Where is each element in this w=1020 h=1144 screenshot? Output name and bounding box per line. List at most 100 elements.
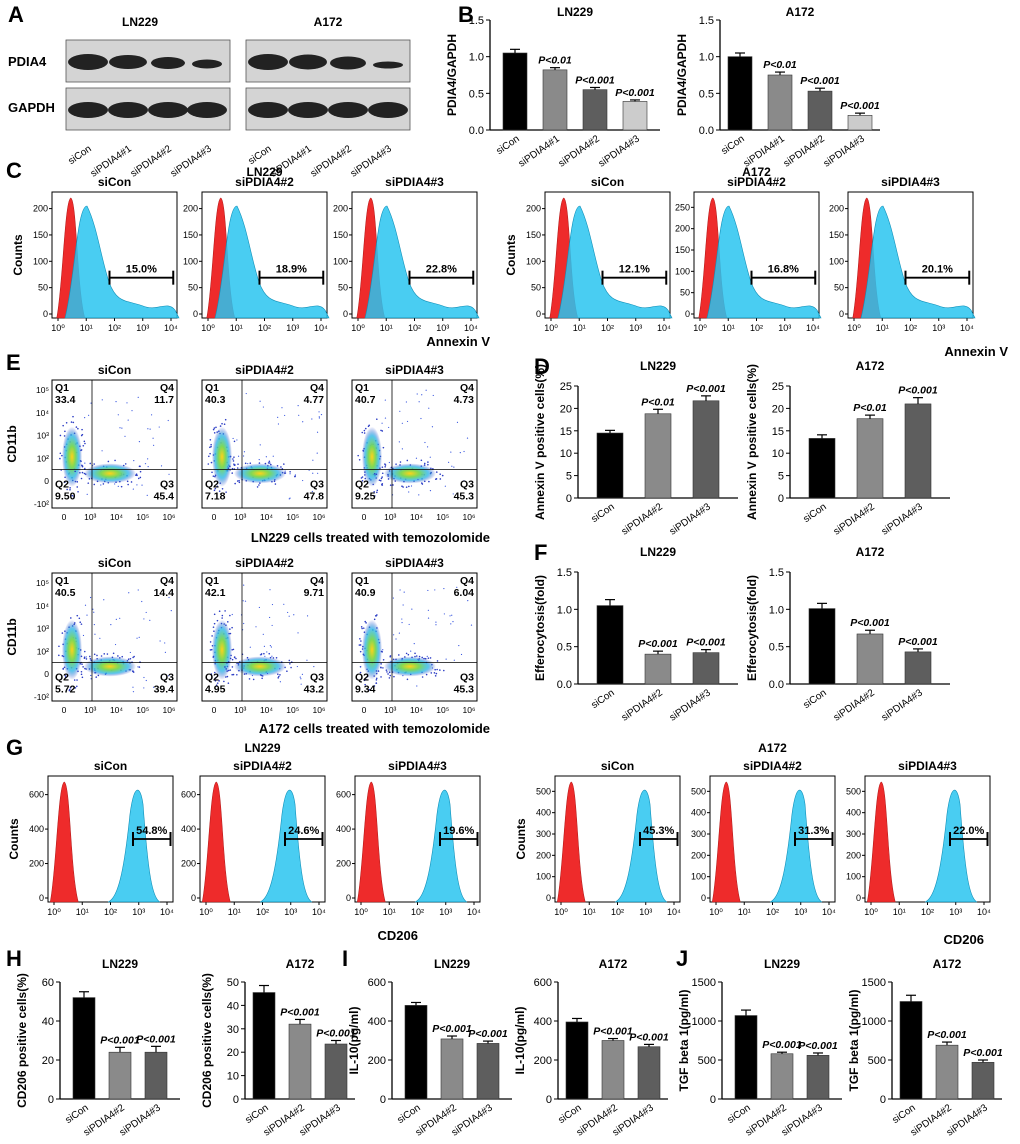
cell-line-title: LN229	[246, 165, 282, 179]
chart-title: LN229	[434, 957, 470, 971]
category-label: siPDIA4#2	[557, 133, 602, 169]
y-tick-label: 200	[368, 1055, 386, 1067]
event-dot	[85, 658, 88, 660]
event-dot	[144, 463, 147, 465]
event-dot	[92, 608, 94, 610]
event-dot	[138, 666, 141, 668]
x-tick-label: 10⁰	[47, 907, 61, 917]
event-dot	[150, 414, 153, 416]
event-dot	[81, 663, 83, 665]
bar-chart-i-a172: A172 0 200 400 600 IL-10(pg/ml) siCon P<0.001 si…	[513, 957, 669, 1139]
y-axis-label: CD11b	[5, 425, 19, 462]
event-dot	[449, 615, 451, 617]
bar	[324, 1043, 348, 1100]
event-dot	[132, 686, 134, 688]
western-blot: LN229 A172 PDIA4 GAPDH siCon	[8, 15, 411, 180]
y-tick-label: 50	[227, 977, 239, 989]
y-axis-label: Annexin V positive cells(%)	[745, 364, 759, 520]
event-dot	[233, 440, 236, 443]
bar-chart-h-ln229: LN229 0 20 40 60 CD206 positive cells(%) siCon…	[15, 957, 180, 1139]
y-tick-label: 50	[338, 283, 348, 293]
y-tick-label: 0.0	[769, 679, 784, 691]
p-value-label: P<0.001	[432, 1023, 472, 1035]
y-tick-label: 200	[691, 850, 706, 860]
category-label: siCon	[801, 501, 828, 525]
y-tick-label: 100	[536, 872, 551, 882]
y-axis-label: PDIA4/GAPDH	[675, 34, 689, 116]
y-tick-label: 200	[534, 1055, 552, 1067]
x-tick-label: 10³	[284, 907, 297, 917]
event-dot	[93, 463, 96, 465]
p-value-label: P<0.001	[136, 1033, 176, 1045]
event-dot	[390, 661, 392, 663]
x-tick-label: 10⁴	[657, 323, 671, 333]
event-dot	[132, 488, 134, 490]
histogram-panel: siCon 0 50 100 150 200 10⁰ 10¹ 10² 10³ 10⁴ 12.1%	[526, 175, 673, 333]
event-dot	[427, 461, 429, 463]
y-tick-label: 0.5	[699, 88, 714, 100]
x-tick-label: 10⁶	[163, 512, 176, 522]
x-tick-label: 10⁴	[110, 705, 123, 715]
y-tick-label: 50	[188, 283, 198, 293]
bar	[637, 1046, 661, 1100]
y-tick-label: 600	[368, 977, 386, 989]
event-dot	[401, 621, 403, 624]
event-dot	[124, 463, 127, 465]
event-dot	[460, 653, 463, 656]
event-dot	[429, 456, 431, 458]
event-dot	[456, 586, 458, 588]
x-tick-label: 10³	[234, 705, 246, 715]
event-dot	[408, 491, 410, 493]
event-dot	[209, 641, 212, 643]
x-tick-label: 10⁶	[463, 705, 476, 715]
x-tick-label: 0	[62, 512, 67, 522]
density-cloud	[212, 426, 232, 487]
quadrant-percent: 47.8	[304, 491, 325, 503]
x-tick-label: 10⁵	[436, 705, 449, 715]
event-dot	[260, 653, 263, 655]
event-dot	[100, 484, 102, 486]
event-dot	[84, 462, 86, 464]
x-tick-label: 10²	[108, 323, 121, 333]
event-dot	[237, 463, 239, 465]
bar	[734, 1015, 758, 1100]
y-tick-label: 100	[691, 872, 706, 882]
event-dot	[158, 426, 160, 428]
event-dot	[66, 488, 68, 491]
event-dot	[392, 597, 395, 599]
x-tick-label: 10¹	[893, 907, 906, 917]
quadrant-name: Q1	[55, 382, 69, 394]
event-dot	[453, 466, 455, 468]
control-histogram	[201, 781, 231, 903]
event-dot	[77, 427, 79, 430]
density-cloud	[212, 619, 232, 680]
event-dot	[126, 402, 128, 404]
event-dot	[76, 679, 78, 681]
event-dot	[296, 665, 298, 668]
event-dot	[137, 477, 140, 480]
stained-histogram	[769, 789, 823, 903]
event-dot	[293, 614, 295, 616]
event-dot	[168, 675, 170, 677]
x-tick-label: 10³	[639, 907, 652, 917]
event-dot	[209, 439, 212, 441]
event-dot	[89, 596, 92, 599]
event-dot	[149, 428, 151, 430]
event-dot	[62, 424, 64, 427]
x-tick-label: 10¹	[76, 907, 89, 917]
event-dot	[289, 662, 291, 665]
x-tick-label: 10³	[84, 705, 96, 715]
bar	[971, 1062, 995, 1100]
event-dot	[64, 676, 67, 679]
event-dot	[443, 613, 445, 615]
event-dot	[360, 477, 363, 479]
event-dot	[434, 675, 437, 677]
y-tick-label: 50	[531, 283, 541, 293]
y-tick-label: 50	[834, 283, 844, 293]
panel-title: siPDIA4#2	[233, 759, 292, 773]
event-dot	[74, 470, 76, 473]
x-tick-label: 10⁴	[467, 907, 481, 917]
event-dot	[221, 487, 224, 490]
x-tick-label: 10²	[921, 907, 934, 917]
